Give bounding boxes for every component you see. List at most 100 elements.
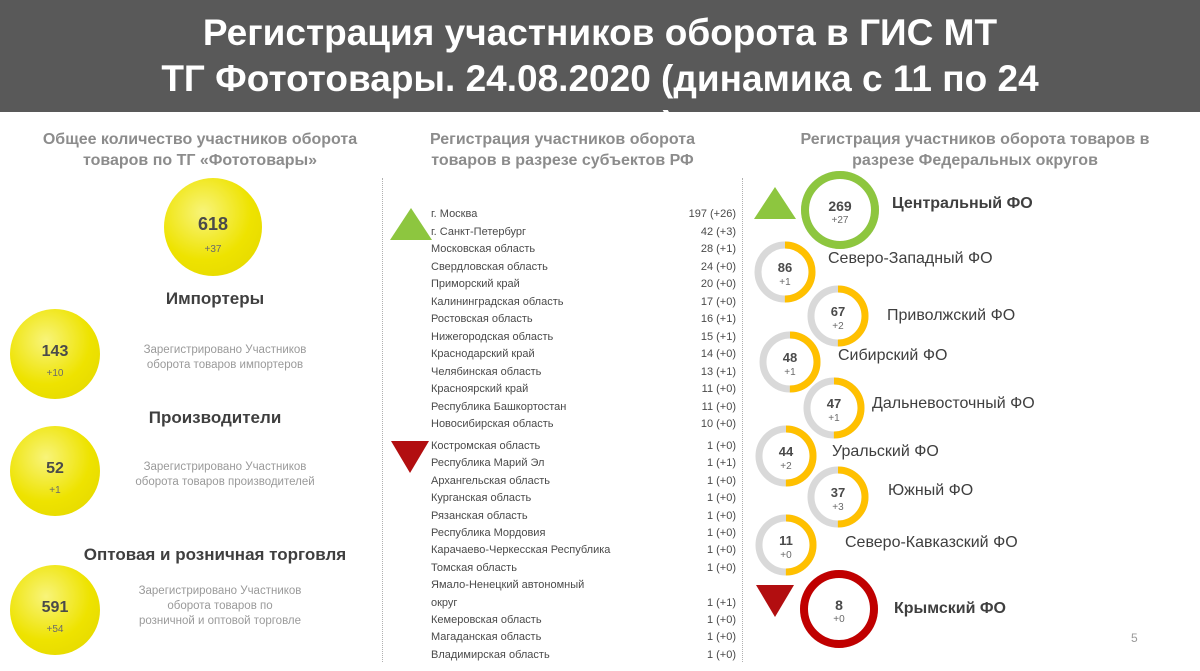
importers-value: 143 [41, 343, 69, 360]
region-row: Республика Мордовия 1 (+0) [431, 525, 736, 541]
wholesale-desc-line-3: розничной и оптовой торговле [138, 615, 302, 627]
district-ring: 37 +3 [804, 463, 872, 531]
middle-column-title: Регистрация участников оборота товаров в… [395, 129, 730, 171]
importers-delta: +10 [46, 368, 64, 379]
district-ring-graphic [754, 241, 816, 303]
district-ring-graphic [759, 331, 821, 393]
wholesale-retail-ball: 591 +54 [10, 565, 100, 655]
district-delta: +2 [780, 461, 792, 472]
ring-fill-arc [754, 241, 816, 303]
producers-ball: 52 +1 [10, 426, 100, 516]
ring-fill-arc [800, 570, 878, 648]
district-delta: +27 [831, 215, 849, 226]
district-name: Уральский ФО [832, 443, 939, 460]
region-name: Республика Мордовия [431, 527, 546, 539]
region-row: Архангельская область 1 (+0) [431, 473, 736, 489]
region-value: 1 (+0) [706, 631, 736, 644]
region-name: Томская область [431, 561, 517, 574]
left-column-title: Общее количество участников оборота това… [15, 129, 385, 171]
producers-desc-line-2: оборота товаров производителей [135, 476, 315, 488]
district-ring-graphic [755, 514, 817, 576]
region-value: 1 (+0) [706, 492, 736, 505]
district-delta: +1 [784, 367, 796, 378]
region-value: 1 (+0) [706, 544, 736, 557]
region-row: Костромская область 1 (+0) [431, 438, 736, 454]
importers-description: Зарегистрировано Участников оборота това… [110, 343, 340, 373]
region-name: Приморский край [431, 278, 520, 290]
district-ring: 8 +0 [796, 566, 882, 652]
region-value: 42 (+3) [700, 225, 736, 238]
region-value: 1 (+0) [706, 440, 736, 452]
district-ring-graphic [807, 466, 869, 528]
region-value: 13 (+1) [700, 365, 736, 378]
importers-ball: 143 +10 [10, 309, 100, 399]
region-row: Нижегородская область 15 (+1) [431, 329, 736, 345]
region-row: Красноярский край 11 (+0) [431, 381, 736, 397]
region-row: Приморский край 20 (+0) [431, 276, 736, 292]
region-value: 11 (+0) [701, 400, 736, 413]
district-delta: +0 [780, 550, 792, 561]
region-name: Московская область [431, 243, 536, 255]
right-title-line-2: разрезе Федеральных округов [852, 152, 1098, 169]
left-title-line-2: товаров по ТГ «Фототовары» [82, 152, 318, 169]
region-name: Карачаево-Черкесская Республика [431, 544, 611, 557]
region-row: Ростовская область 16 (+1) [431, 311, 736, 327]
district-ring: 11 +0 [752, 511, 820, 579]
district-name: Приволжский ФО [887, 307, 1016, 324]
wholesale-retail-value: 591 [41, 599, 69, 616]
slide-title-line-2: ТГ Фототовары. 24.08.2020 (динамика с 11… [161, 58, 1039, 99]
region-value: 10 (+0) [700, 418, 736, 430]
region-row: Курганская область 1 (+0) [431, 490, 736, 506]
ring-fill-arc [807, 466, 869, 528]
right-column-title: Регистрация участников оборота товаров в… [760, 129, 1190, 171]
region-value: 1 (+0) [706, 561, 736, 574]
region-name: Магаданская область [431, 631, 542, 644]
total-delta: +37 [204, 244, 222, 255]
importers-heading: Импортеры [165, 289, 265, 308]
region-value: 1 (+0) [706, 648, 736, 661]
total-value: 618 [197, 214, 229, 234]
wholesale-retail-heading: Оптовая и розничная торговля [83, 545, 347, 564]
region-row: Республика Башкортостан 11 (+0) [431, 399, 736, 415]
region-value: 14 (+0) [700, 348, 736, 360]
district-down-triangle-icon [756, 585, 794, 617]
district-name: Крымский ФО [894, 600, 1006, 617]
district-ring: 44 +2 [752, 422, 820, 490]
ring-fill-arc [801, 171, 879, 249]
district-up-triangle-icon [754, 187, 796, 219]
district-name: Южный ФО [888, 482, 974, 499]
region-name: Челябинская область [431, 365, 542, 378]
district-value: 67 [830, 304, 846, 319]
region-name: Республика Марий Эл [431, 457, 545, 470]
district-delta: +1 [828, 413, 840, 424]
region-name: г. Санкт-Петербург [431, 225, 527, 238]
district-value: 86 [777, 260, 793, 275]
region-row: Краснодарский край 14 (+0) [431, 346, 736, 362]
region-name: г. Москва [431, 208, 478, 220]
region-name: Нижегородская область [431, 330, 554, 343]
district-name: Северо-Кавказский ФО [845, 534, 1018, 551]
region-name: Владимирская область [431, 648, 550, 661]
region-name: Ямало-Ненецкий автономный [431, 579, 585, 592]
district-ring: 86 +1 [751, 238, 819, 306]
region-value: 11 (+0) [701, 383, 736, 395]
producers-value: 52 [46, 460, 64, 477]
district-ring-graphic [807, 285, 869, 347]
district-value: 269 [828, 198, 852, 214]
region-row: Магаданская область 1 (+0) [431, 629, 736, 645]
region-row: Владимирская область 1 (+0) [431, 647, 736, 663]
decline-down-triangle-icon [391, 441, 429, 473]
ring-fill-arc [803, 377, 865, 439]
region-value: 16 (+1) [700, 313, 736, 325]
district-name: Центральный ФО [892, 195, 1033, 212]
district-name: Северо-Западный ФО [828, 250, 993, 267]
region-name: Костромская область [431, 440, 541, 452]
importers-desc-line-2: оборота товаров импортеров [146, 359, 304, 371]
wholesale-desc-line-2: оборота товаров по [167, 600, 273, 612]
district-value: 48 [782, 350, 798, 365]
wholesale-desc-line-1: Зарегистрировано Участников [138, 585, 302, 597]
ring-fill-arc [807, 285, 869, 347]
slide-header: Регистрация участников оборота в ГИС МТ … [0, 0, 1200, 112]
producers-description: Зарегистрировано Участников оборота това… [105, 460, 345, 490]
region-row: Челябинская область 13 (+1) [431, 364, 736, 380]
